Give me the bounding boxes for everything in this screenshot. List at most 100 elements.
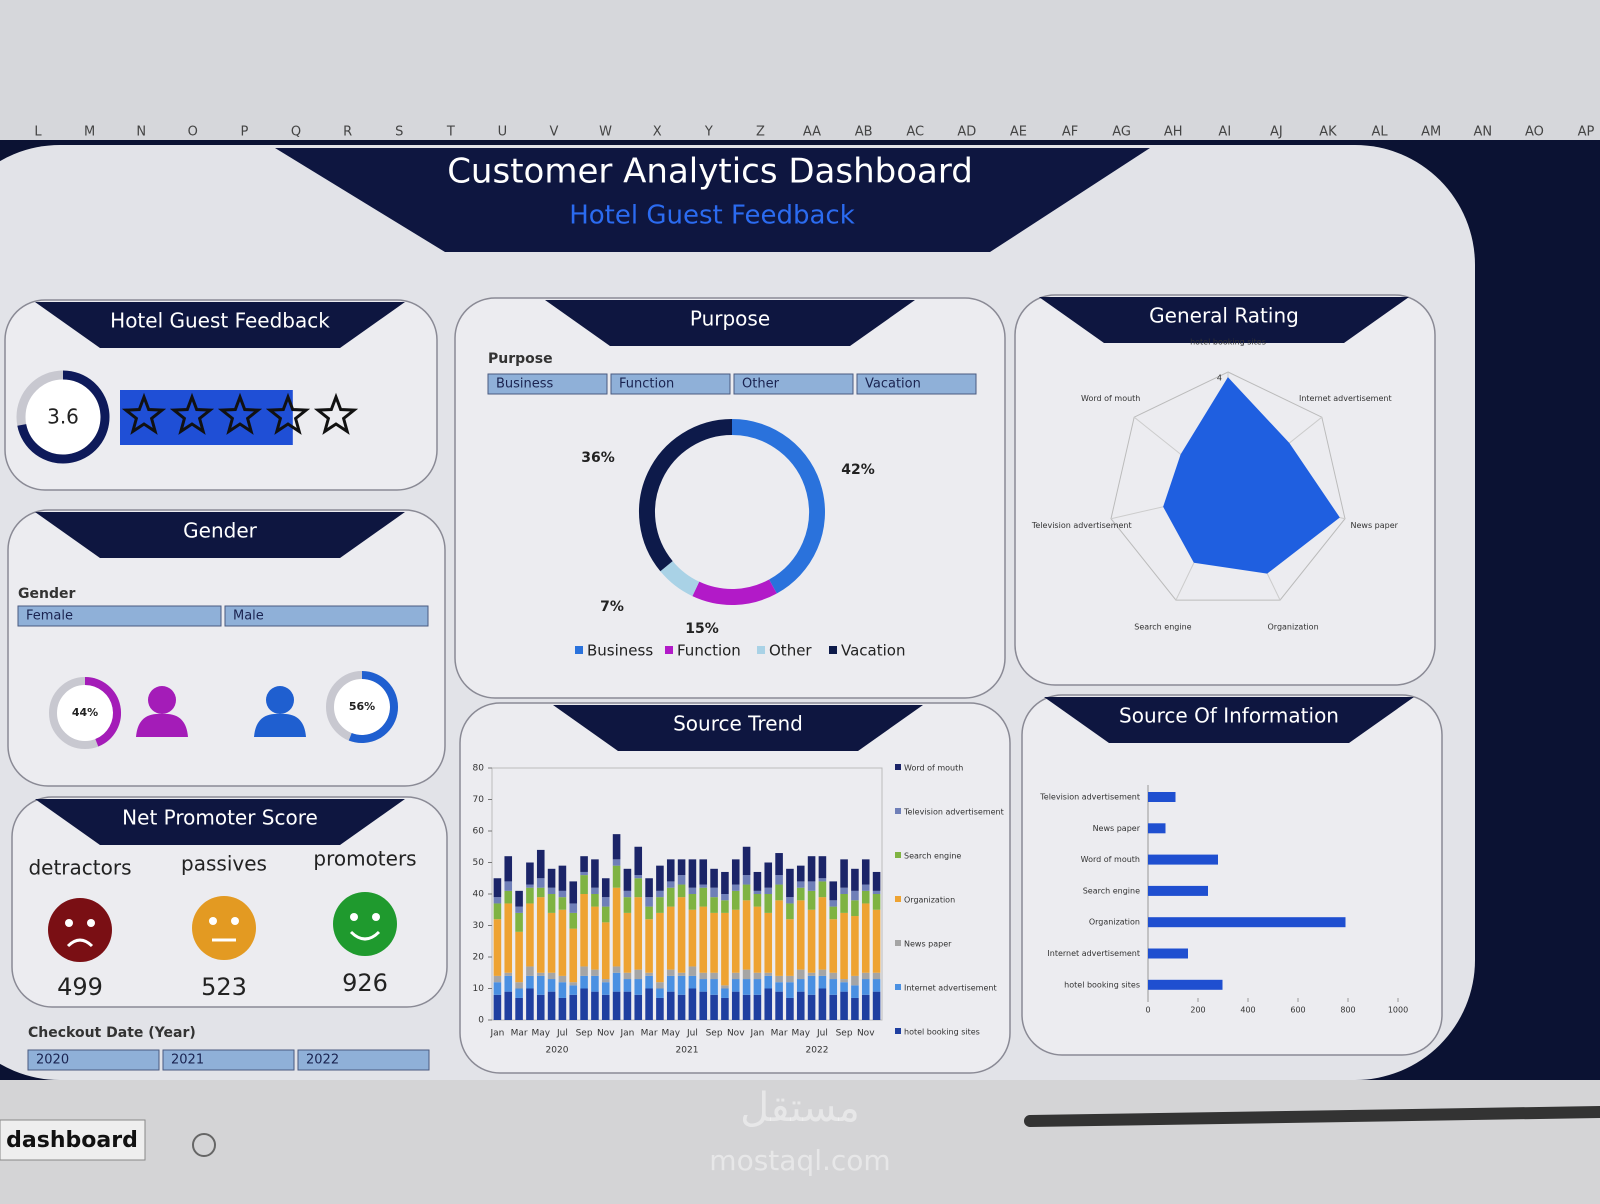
panel-tab [35,512,405,558]
panel-tab [553,705,923,751]
panel [1021,694,1443,1056]
slicer-button[interactable] [224,605,429,627]
bar-segment [526,988,534,1020]
x-group-label: 2022 [806,1046,829,1056]
bar [1148,792,1176,802]
bar-segment [504,903,513,973]
bar-segment [558,909,567,976]
x-tick-label: 1000 [1388,1006,1408,1015]
bar-segment [742,979,751,995]
bar-segment [645,906,653,920]
bar-segment [840,859,848,888]
column-header: AG [1112,125,1131,140]
bar-segment [547,991,556,1020]
bar-segment [601,982,610,995]
x-tick-label: Nov [597,1029,615,1039]
y-category-label: Television advertisement [1039,793,1140,802]
column-header: X [653,125,662,140]
x-tick-label: 600 [1290,1006,1305,1015]
column-header: AH [1164,125,1183,140]
bar-segment [558,975,567,983]
slicer-button[interactable] [17,605,222,627]
bar-segment [731,859,740,885]
column-header: P [240,125,248,140]
bar-segment [829,994,838,1020]
slicer-button[interactable] [733,373,854,395]
legend-swatch [895,896,901,902]
legend-label: Vacation [841,642,905,660]
bar-segment [580,856,588,872]
bar-segment [677,897,686,973]
bar-segment [861,884,870,891]
column-header: AK [1319,125,1337,140]
bar-segment [526,862,534,885]
bar-segment [786,997,794,1020]
bar-segment [731,979,740,992]
bar-segment [493,982,502,995]
bar-segment [699,972,708,980]
legend-label: Word of mouth [904,764,963,773]
bar-segment [818,897,827,970]
bar-segment [699,887,708,907]
slicer-button[interactable] [162,1049,295,1071]
panel-title: Gender [183,519,257,543]
panel-title: Source Trend [673,712,803,736]
bar-segment [677,975,686,995]
slicer-button[interactable] [856,373,977,395]
column-header: Z [756,125,765,140]
slicer-button[interactable] [487,373,608,395]
bar-segment [861,994,870,1020]
bar [1148,823,1166,834]
column-header: AN [1473,125,1492,140]
bar-segment [829,972,838,980]
bar-segment [840,894,848,913]
bar-segment [580,975,588,989]
bar-segment [504,890,513,904]
bar-segment [536,975,545,995]
bar [1148,917,1346,928]
bar-segment [558,997,567,1020]
bar-segment [796,865,805,882]
scroll-bar[interactable] [1024,1106,1600,1127]
sheet-tab: dashboard [6,1128,138,1153]
x-tick-label: Nov [857,1029,875,1039]
bar-segment [623,991,632,1020]
sheet-tab-bg[interactable] [0,1119,146,1161]
y-category-label: hotel booking sites [1064,980,1140,989]
bar-segment [645,975,653,989]
bar-segment [526,884,534,888]
add-sheet-button[interactable] [192,1133,216,1157]
x-tick-label: Jan [619,1029,634,1039]
bar-segment [721,912,729,986]
slicer-button[interactable] [297,1049,430,1071]
bar-segment [829,979,838,995]
y-tick-label: 30 [473,921,485,931]
bar-segment [742,969,751,980]
bar-segment [515,890,523,907]
column-header: AP [1578,125,1595,140]
x-group-label: 2020 [546,1046,569,1056]
column-header: AJ [1270,125,1283,140]
legend-swatch [575,646,583,654]
bar-segment [807,994,816,1020]
donut-segment [660,560,700,597]
bar-segment [710,994,718,1020]
nps-face [192,896,256,960]
bar-segment [677,859,686,876]
legend-swatch [895,984,901,990]
bar-segment [656,897,664,913]
bar-segment [634,994,643,1020]
column-header: AL [1372,125,1389,140]
slicer-button[interactable] [27,1049,160,1071]
legend-label: Search engine [904,852,961,861]
slicer-button[interactable] [610,373,731,395]
panel-title: Purpose [690,307,770,331]
person-icon-head [266,686,294,714]
y-category-label: Word of mouth [1081,855,1140,864]
bar-segment [840,912,848,980]
bar-segment [547,979,556,992]
bar-segment [796,881,805,888]
bar-segment [807,972,816,976]
x-tick-label: Jan [749,1029,764,1039]
bar-segment [786,975,794,983]
